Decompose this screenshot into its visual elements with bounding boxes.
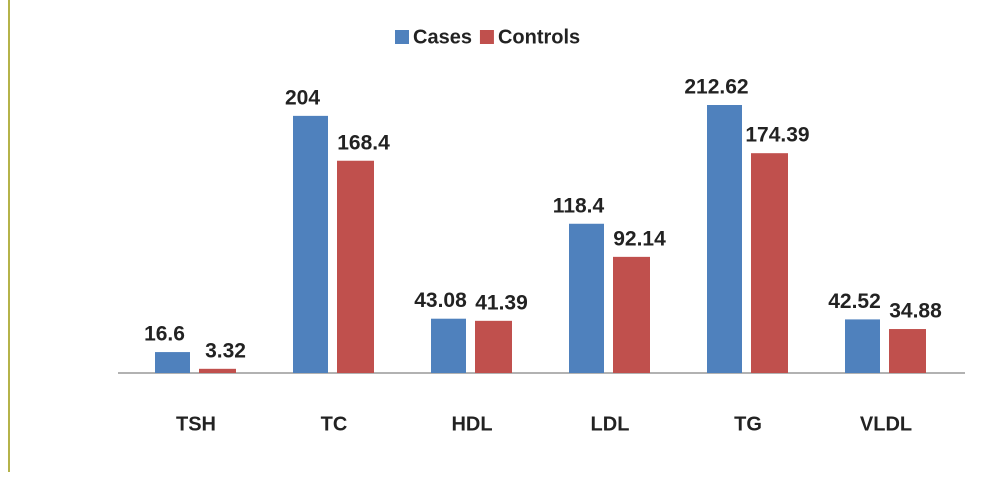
data-label: 174.39 <box>745 124 809 147</box>
bar <box>569 223 604 373</box>
data-label: 16.6 <box>144 323 185 346</box>
bar <box>751 153 788 373</box>
x-tick-label: HDL <box>451 413 492 435</box>
data-label: 212.62 <box>684 76 748 99</box>
bar <box>845 319 880 373</box>
data-label: 42.52 <box>828 290 881 313</box>
data-label: 43.08 <box>414 289 467 312</box>
bar <box>293 115 328 373</box>
data-label: 118.4 <box>553 194 605 217</box>
bar <box>889 329 926 373</box>
data-label: 204 <box>285 86 320 109</box>
legend-label: Cases <box>413 26 472 48</box>
bar <box>613 256 650 373</box>
bar <box>337 160 374 373</box>
x-tick-label: TG <box>734 413 762 435</box>
bar <box>155 352 190 373</box>
bar <box>475 320 512 373</box>
legend-label: Controls <box>498 26 580 48</box>
data-label: 34.88 <box>889 300 942 323</box>
x-tick-label: TC <box>321 413 348 435</box>
x-tick-label: TSH <box>176 413 216 435</box>
legend-swatch <box>395 30 409 44</box>
bar <box>431 318 466 373</box>
data-label: 168.4 <box>337 131 390 154</box>
data-label: 92.14 <box>613 227 666 250</box>
bar <box>199 368 236 373</box>
x-tick-label: VLDL <box>860 413 912 435</box>
legend-swatch <box>479 30 494 44</box>
x-tick-label: LDL <box>591 413 630 435</box>
data-label: 41.39 <box>475 291 528 314</box>
bar <box>707 105 742 373</box>
data-label: 3.32 <box>205 339 246 362</box>
